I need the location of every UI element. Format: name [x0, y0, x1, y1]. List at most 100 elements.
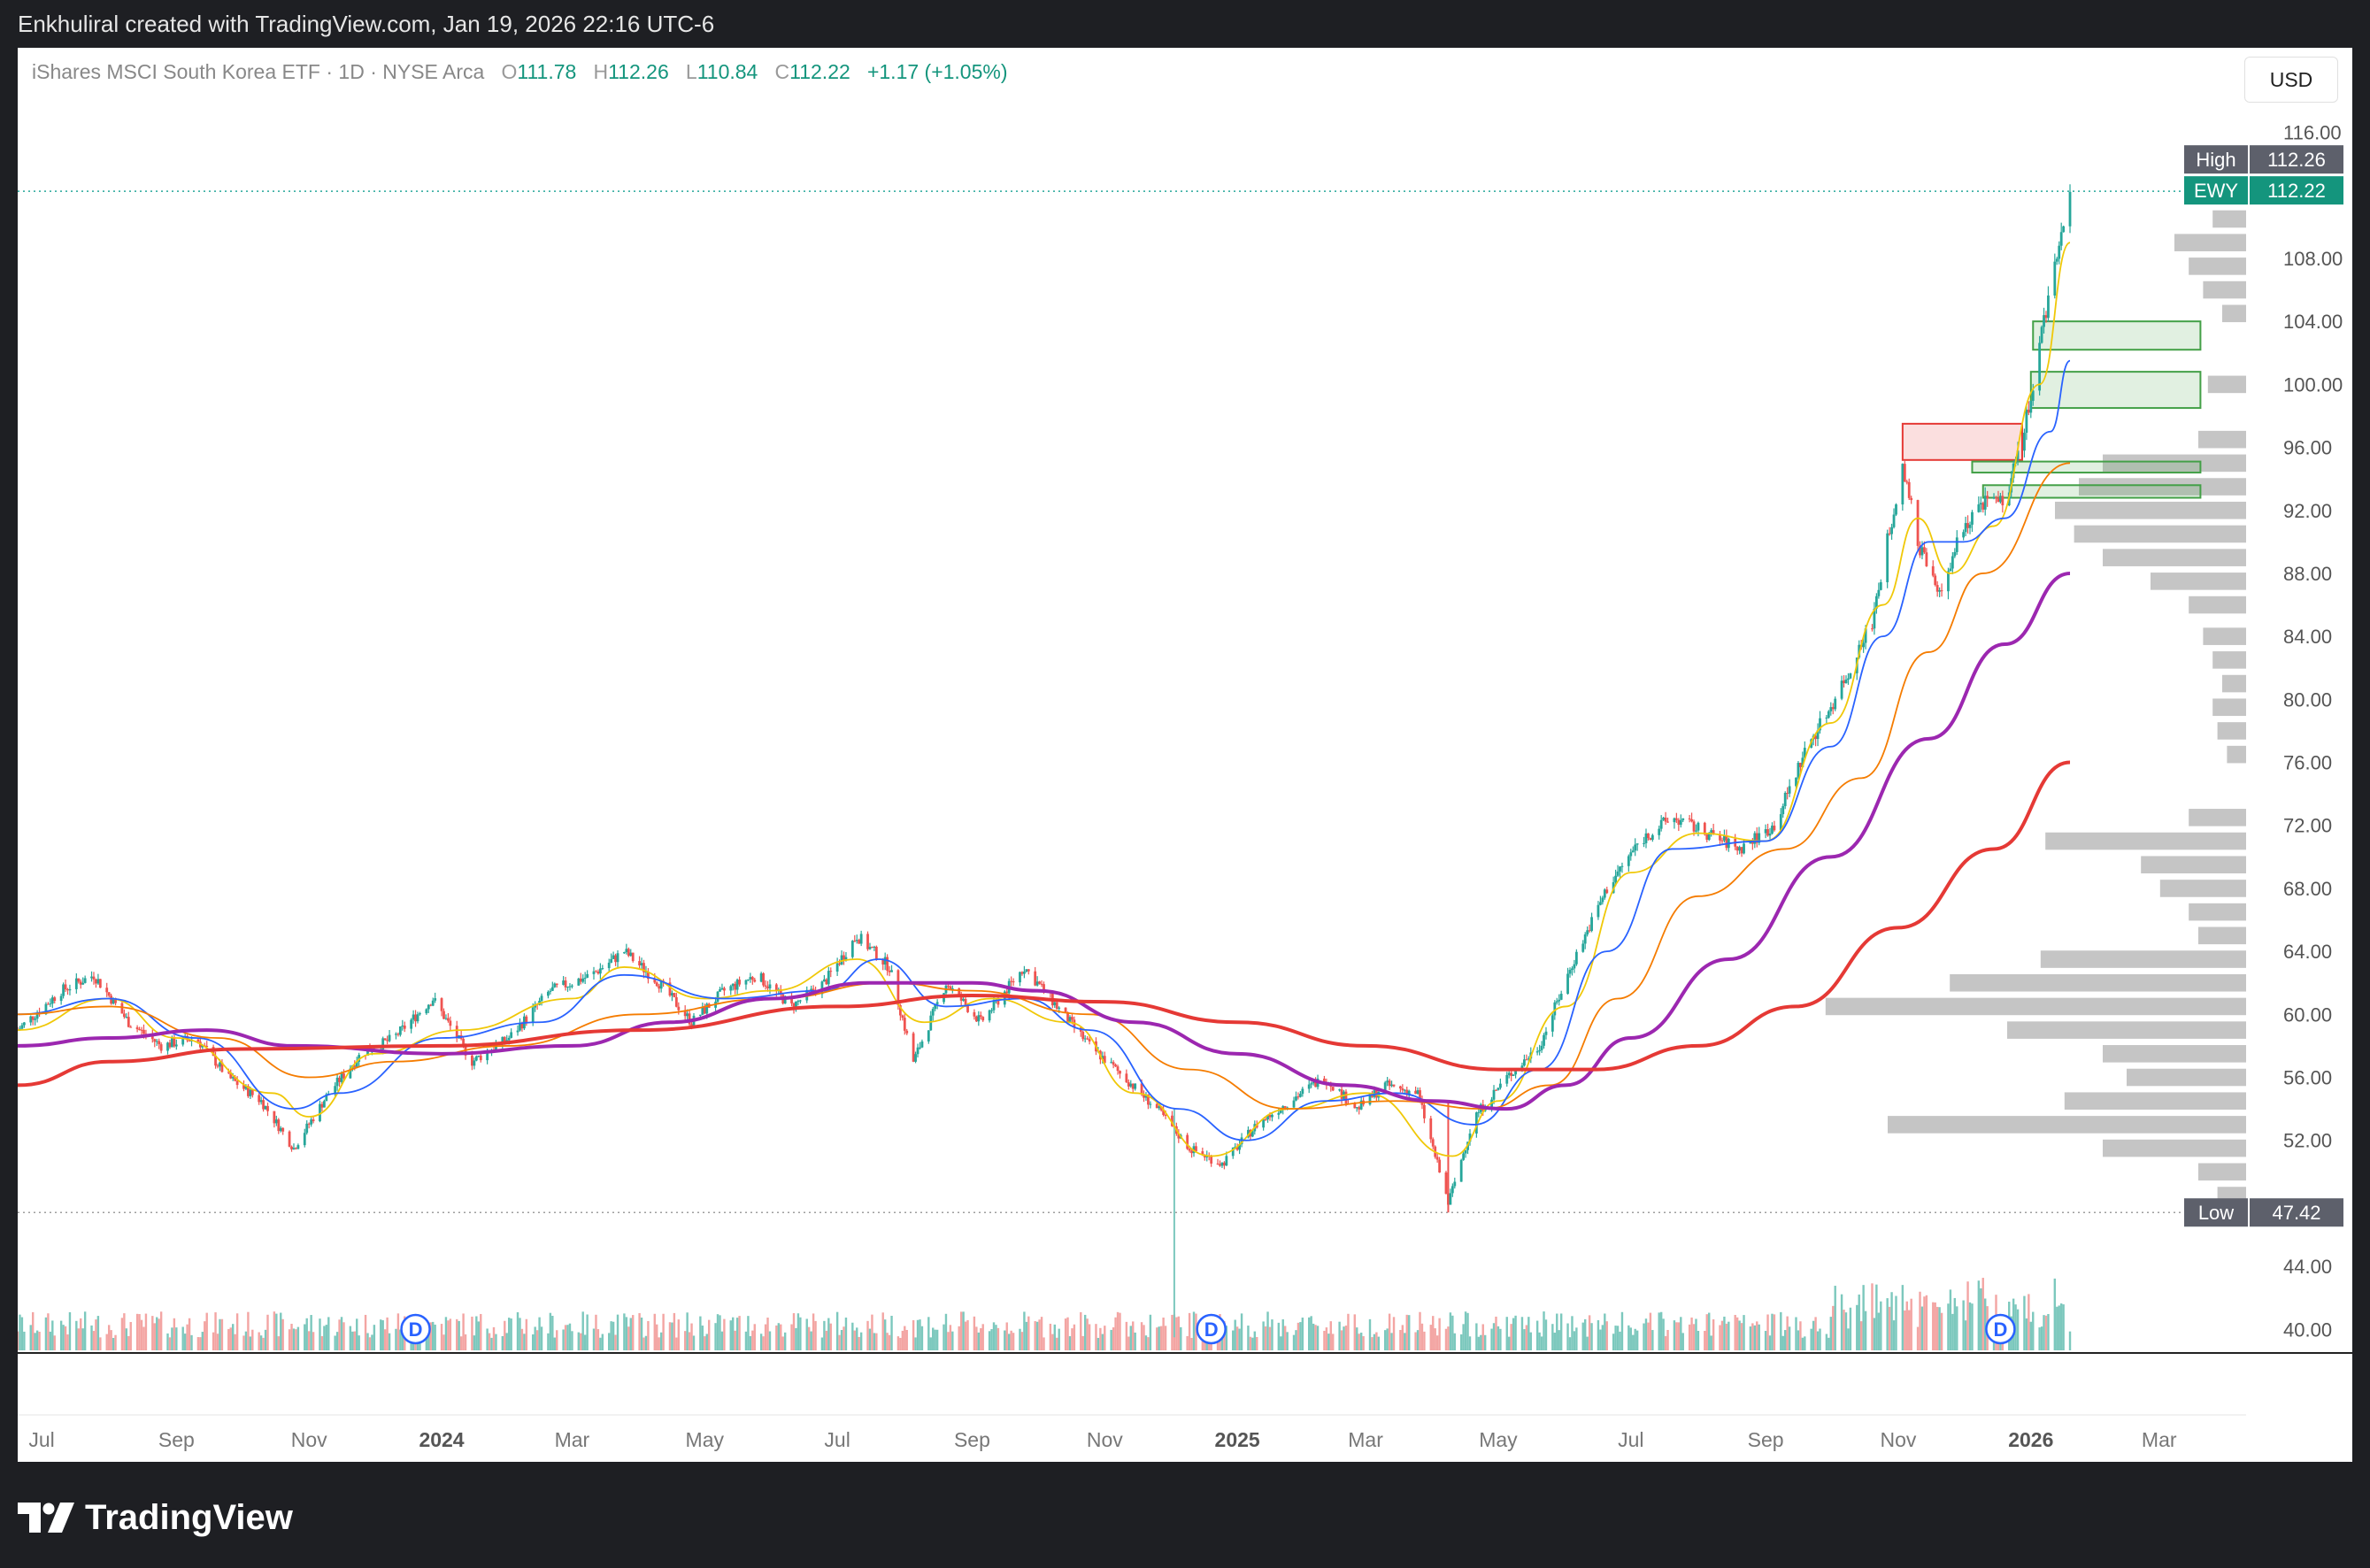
ma10-line	[18, 242, 2071, 1157]
candle-body	[292, 1148, 296, 1149]
volume-bar	[1629, 1327, 1632, 1350]
candle-body	[1934, 575, 1937, 586]
time-axis-label: Jul	[824, 1428, 850, 1451]
candle-body	[698, 1014, 702, 1016]
chart-frame[interactable]: D D D 116.00 108.00 104.00 100.00 96.00 92.00 88.…	[18, 48, 2352, 1462]
volume-bar	[201, 1332, 204, 1350]
volume-bar	[549, 1312, 552, 1350]
volume-bar	[1773, 1314, 1776, 1350]
candle-body	[1298, 1094, 1302, 1097]
volume-bar	[805, 1318, 808, 1350]
volume-bar	[220, 1318, 224, 1350]
volume-bar	[1649, 1312, 1652, 1350]
candle-body	[1195, 1146, 1197, 1152]
volume-bar	[1116, 1311, 1120, 1350]
volume-bar	[1368, 1318, 1372, 1350]
candle-body	[1627, 856, 1630, 866]
volume-bar	[49, 1331, 52, 1350]
volume-bar	[1343, 1326, 1345, 1350]
candle-body	[2001, 496, 2004, 506]
volume-bar	[1451, 1315, 1454, 1350]
candle-body	[307, 1123, 311, 1125]
candle-body	[398, 1026, 402, 1035]
volume-bar	[1981, 1278, 1984, 1350]
dividend-marker-icon	[1196, 1313, 1227, 1345]
volume-bar	[1834, 1286, 1836, 1350]
volume-bar	[623, 1313, 626, 1350]
volume-bar	[1068, 1336, 1072, 1350]
volume-bar	[1147, 1337, 1150, 1350]
volume-bar	[595, 1314, 597, 1350]
volume-bar	[1616, 1326, 1620, 1350]
candle-body	[503, 1036, 506, 1042]
volume-bar	[2032, 1311, 2035, 1350]
volume-bar	[1735, 1317, 1739, 1350]
candle-body	[1423, 1104, 1426, 1118]
volume-bar	[1949, 1289, 1952, 1350]
volume-bar	[204, 1321, 206, 1350]
candle-body	[1223, 1162, 1226, 1166]
volume-bar	[205, 1312, 208, 1350]
volume-bar	[212, 1332, 215, 1350]
candle-body	[686, 1013, 689, 1017]
volume-bar	[638, 1312, 641, 1350]
candle-body	[1055, 1002, 1058, 1009]
volume-bar	[1681, 1333, 1684, 1350]
volume-bar	[858, 1336, 860, 1350]
volume-profile-bar	[2151, 573, 2246, 590]
price-chart[interactable]: D D D 116.00 108.00 104.00 100.00 96.00 92.00 88.…	[18, 48, 2352, 1462]
volume-bar	[1301, 1317, 1304, 1350]
volume-bar	[912, 1319, 915, 1350]
volume-bar	[1312, 1323, 1315, 1350]
volume-bar	[538, 1317, 541, 1350]
candle-body	[753, 980, 757, 982]
volume-bar	[883, 1319, 887, 1350]
volume-bar	[1492, 1323, 1496, 1350]
candle-body	[431, 1000, 435, 1006]
candle-body	[168, 1042, 172, 1048]
volume-bar	[607, 1333, 611, 1350]
time-axis-label: Sep	[1748, 1428, 1784, 1451]
candle-body	[931, 1009, 935, 1016]
volume-bar	[1725, 1323, 1728, 1350]
volume-bar	[219, 1318, 221, 1350]
volume-bar	[1356, 1327, 1358, 1350]
candle-body	[1753, 833, 1757, 844]
volume-bar	[992, 1322, 996, 1350]
volume-bar	[629, 1318, 632, 1350]
candle-body	[762, 972, 766, 986]
volume-bar	[486, 1328, 489, 1350]
volume-bar	[366, 1333, 369, 1350]
candle-body	[74, 978, 78, 989]
candle-body	[1338, 1089, 1342, 1091]
volume-bar	[1904, 1310, 1906, 1350]
candle-body	[1027, 969, 1030, 972]
volume-bar	[688, 1332, 691, 1350]
volume-bar	[738, 1316, 741, 1350]
candle-body	[1407, 1090, 1411, 1095]
volume-bar	[1832, 1305, 1835, 1350]
candle-body	[35, 1013, 39, 1019]
currency-button[interactable]: USD	[2244, 57, 2338, 103]
volume-bar	[2068, 1331, 2072, 1350]
candle-body	[1429, 1118, 1433, 1140]
candle-body	[1864, 628, 1867, 643]
candle-body	[1505, 1074, 1509, 1084]
candle-body	[586, 973, 589, 978]
volume-bar	[1523, 1329, 1526, 1350]
volume-bar	[966, 1319, 969, 1350]
volume-bar	[127, 1335, 130, 1350]
volume-bar	[1140, 1322, 1143, 1350]
candle-body	[964, 999, 967, 1005]
volume-bar	[1468, 1336, 1472, 1350]
candle-body	[174, 1044, 178, 1047]
candle-body	[583, 977, 587, 979]
volume-bar	[95, 1319, 97, 1350]
candle-body	[658, 986, 661, 989]
candle-body	[2047, 295, 2050, 319]
candle-body	[1053, 1002, 1057, 1006]
candle-body	[1797, 763, 1800, 778]
volume-bar	[1819, 1328, 1821, 1350]
candle-body	[507, 1037, 511, 1041]
volume-profile-bar	[2217, 722, 2246, 740]
